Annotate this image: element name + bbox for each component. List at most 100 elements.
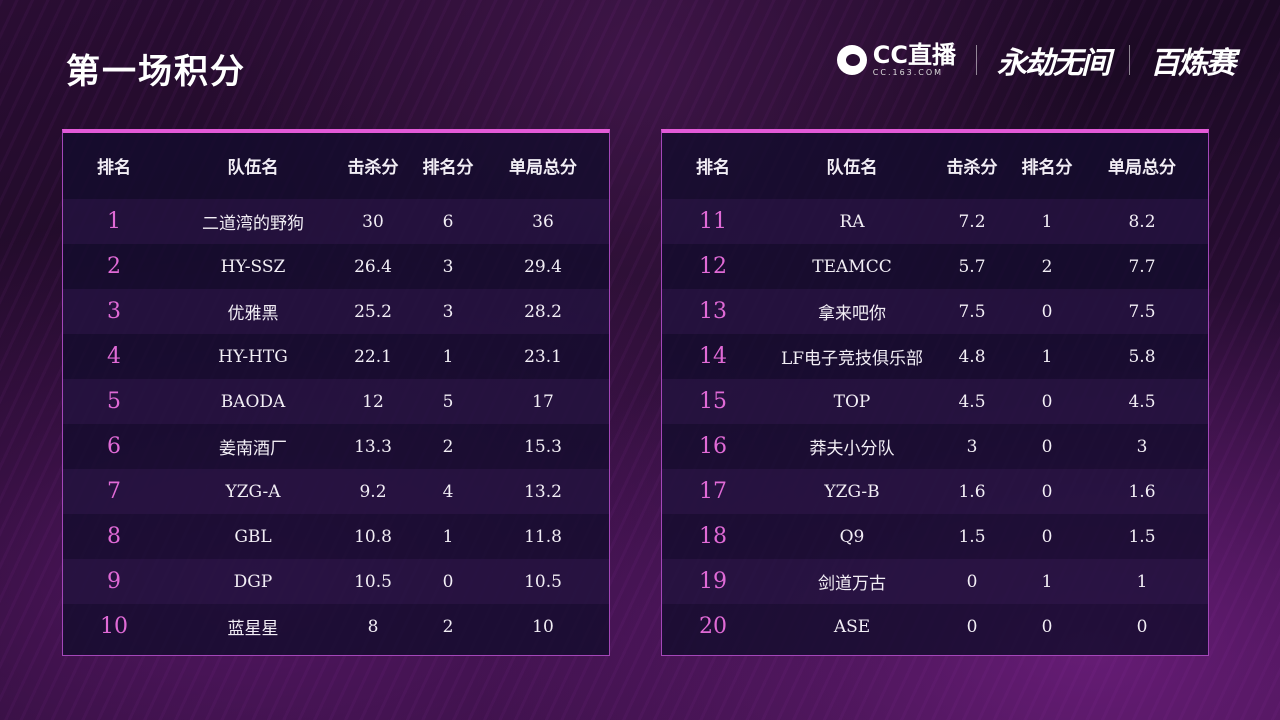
rank-cell: 10 bbox=[100, 614, 128, 639]
total-cell: 11.8 bbox=[524, 526, 562, 547]
place-cell: 2 bbox=[442, 436, 454, 457]
cc-logo-text: CC直播 bbox=[872, 41, 956, 69]
table-row: 20 ASE 0 0 0 bbox=[662, 604, 1208, 649]
header-rank: 排名 bbox=[97, 157, 131, 178]
place-cell: 0 bbox=[1041, 391, 1053, 412]
rank-cell: 6 bbox=[107, 434, 121, 459]
cc-logo-url: CC.163.COM bbox=[872, 68, 944, 77]
table-row: 4 HY-HTG 22.1 1 23.1 bbox=[63, 334, 609, 379]
rank-cell: 17 bbox=[699, 479, 727, 504]
table-row: 18 Q9 1.5 0 1.5 bbox=[662, 514, 1208, 559]
team-cell: DGP bbox=[233, 571, 273, 592]
place-cell: 1 bbox=[442, 346, 454, 367]
total-cell: 10 bbox=[532, 616, 554, 637]
total-cell: 4.5 bbox=[1128, 391, 1156, 412]
table-row: 8 GBL 10.8 1 11.8 bbox=[63, 514, 609, 559]
kill-cell: 8 bbox=[367, 616, 379, 637]
kill-cell: 4.8 bbox=[958, 346, 986, 367]
event-logo: 百炼赛 bbox=[1150, 46, 1236, 81]
kill-cell: 7.2 bbox=[958, 211, 986, 232]
place-cell: 0 bbox=[442, 571, 454, 592]
table-row: 10 蓝星星 8 2 10 bbox=[63, 604, 609, 649]
rank-cell: 15 bbox=[699, 389, 727, 414]
kill-cell: 10.5 bbox=[354, 571, 392, 592]
header-kill: 击杀分 bbox=[946, 157, 998, 178]
standings-table-right: 排名 队伍名 击杀分 排名分 单局总分 11 RA 7.2 1 8.2 12 T… bbox=[661, 129, 1209, 656]
total-cell: 7.7 bbox=[1128, 256, 1156, 277]
total-cell: 3 bbox=[1136, 436, 1148, 457]
total-cell: 23.1 bbox=[524, 346, 562, 367]
kill-cell: 13.3 bbox=[354, 436, 392, 457]
sponsor-logos: CC直播 CC.163.COM 永劫无间 百炼赛 bbox=[836, 36, 1236, 84]
place-cell: 3 bbox=[442, 301, 454, 322]
logo-divider bbox=[1129, 45, 1130, 75]
team-cell: HY-HTG bbox=[218, 346, 288, 367]
total-cell: 10.5 bbox=[524, 571, 562, 592]
place-cell: 2 bbox=[442, 616, 454, 637]
kill-cell: 5.7 bbox=[958, 256, 986, 277]
rank-cell: 14 bbox=[699, 344, 727, 369]
place-cell: 5 bbox=[442, 391, 454, 412]
total-cell: 1 bbox=[1136, 571, 1148, 592]
kill-cell: 7.5 bbox=[958, 301, 986, 322]
total-cell: 5.8 bbox=[1128, 346, 1156, 367]
team-cell: YZG-A bbox=[225, 481, 281, 502]
place-cell: 4 bbox=[442, 481, 454, 502]
place-cell: 1 bbox=[1041, 211, 1053, 232]
cc-logo-icon bbox=[836, 45, 867, 75]
header-rank: 排名 bbox=[696, 157, 730, 178]
total-cell: 1.5 bbox=[1128, 526, 1156, 547]
rank-cell: 7 bbox=[107, 479, 121, 504]
kill-cell: 0 bbox=[966, 571, 978, 592]
header-team: 队伍名 bbox=[227, 157, 279, 178]
table-row: 14 LF电子竞技俱乐部 4.8 1 5.8 bbox=[662, 334, 1208, 379]
table-header: 排名 队伍名 击杀分 排名分 单局总分 bbox=[63, 141, 609, 189]
team-cell: ASE bbox=[833, 616, 871, 637]
rank-cell: 9 bbox=[107, 569, 121, 594]
rank-cell: 1 bbox=[107, 209, 121, 234]
team-cell: 优雅黑 bbox=[227, 304, 279, 324]
place-cell: 0 bbox=[1041, 436, 1053, 457]
table-row: 11 RA 7.2 1 8.2 bbox=[662, 199, 1208, 244]
place-cell: 0 bbox=[1041, 526, 1053, 547]
header-total: 单局总分 bbox=[509, 157, 577, 178]
table-header: 排名 队伍名 击杀分 排名分 单局总分 bbox=[662, 141, 1208, 189]
place-cell: 0 bbox=[1041, 481, 1053, 502]
team-cell: 蓝星星 bbox=[227, 619, 279, 639]
team-cell: LF电子竞技俱乐部 bbox=[780, 349, 924, 369]
kill-cell: 26.4 bbox=[354, 256, 392, 277]
standings-table-left: 排名 队伍名 击杀分 排名分 单局总分 1 二道湾的野狗 30 6 36 2 H… bbox=[62, 129, 610, 656]
rank-cell: 12 bbox=[699, 254, 727, 279]
kill-cell: 1.5 bbox=[958, 526, 986, 547]
kill-cell: 30 bbox=[362, 211, 384, 232]
rank-cell: 4 bbox=[107, 344, 121, 369]
place-cell: 1 bbox=[1041, 571, 1053, 592]
total-cell: 17 bbox=[532, 391, 554, 412]
table-row: 7 YZG-A 9.2 4 13.2 bbox=[63, 469, 609, 514]
rank-cell: 8 bbox=[107, 524, 121, 549]
page-title: 第一场积分 bbox=[66, 52, 246, 92]
table-row: 1 二道湾的野狗 30 6 36 bbox=[63, 199, 609, 244]
rank-cell: 20 bbox=[699, 614, 727, 639]
table-row: 9 DGP 10.5 0 10.5 bbox=[63, 559, 609, 604]
total-cell: 36 bbox=[532, 211, 554, 232]
rank-cell: 2 bbox=[107, 254, 121, 279]
game-logo: 永劫无间 bbox=[997, 46, 1111, 81]
team-cell: YZG-B bbox=[824, 481, 880, 502]
rank-cell: 19 bbox=[699, 569, 727, 594]
table-row: 13 拿来吧你 7.5 0 7.5 bbox=[662, 289, 1208, 334]
header-place: 排名分 bbox=[422, 157, 474, 178]
table-row: 5 BAODA 12 5 17 bbox=[63, 379, 609, 424]
team-cell: TEAMCC bbox=[812, 256, 892, 277]
kill-cell: 1.6 bbox=[958, 481, 986, 502]
table-row: 6 姜南酒厂 13.3 2 15.3 bbox=[63, 424, 609, 469]
total-cell: 0 bbox=[1136, 616, 1148, 637]
header-kill: 击杀分 bbox=[347, 157, 399, 178]
total-cell: 29.4 bbox=[524, 256, 562, 277]
place-cell: 1 bbox=[1041, 346, 1053, 367]
table-row: 19 剑道万古 0 1 1 bbox=[662, 559, 1208, 604]
team-cell: 姜南酒厂 bbox=[219, 439, 287, 459]
place-cell: 2 bbox=[1041, 256, 1053, 277]
team-cell: 二道湾的野狗 bbox=[202, 214, 304, 234]
total-cell: 15.3 bbox=[524, 436, 562, 457]
